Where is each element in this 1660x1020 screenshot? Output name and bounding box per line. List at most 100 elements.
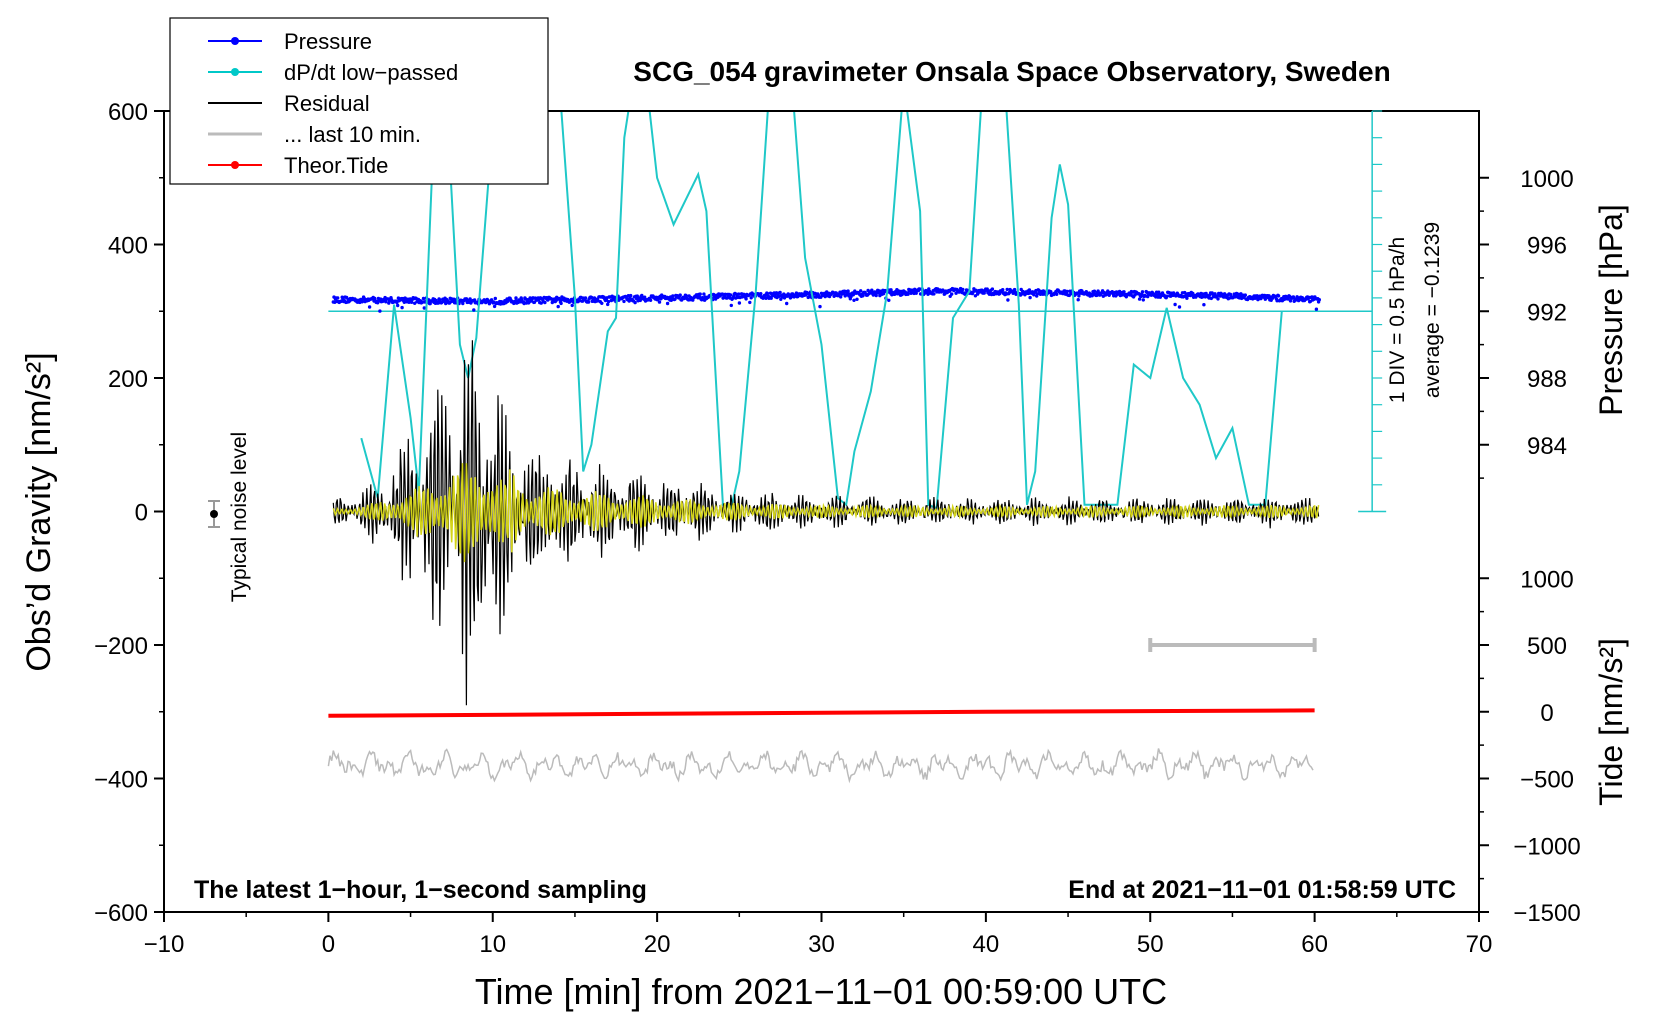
pressure-point	[1213, 292, 1217, 296]
pressure-point	[961, 287, 965, 292]
pressure-point	[606, 299, 611, 304]
pressure-point	[606, 302, 610, 307]
pressure-point	[1191, 291, 1195, 296]
x-axis: −10 0 10 20 30 40 50 60 70	[144, 912, 1493, 958]
dpdt-scale-ruler	[1358, 110, 1387, 513]
pressure-point	[720, 292, 725, 296]
series-dpdt-line	[360, 111, 1283, 510]
pressure-point	[360, 300, 364, 304]
pressure-point	[1263, 297, 1268, 301]
x-tick-label: 60	[1301, 931, 1328, 958]
pressure-point	[1032, 293, 1036, 297]
pressure-point	[906, 292, 910, 296]
pressure-point	[914, 291, 918, 295]
pressure-point	[785, 301, 789, 306]
pressure-point	[396, 303, 400, 308]
pressure-point	[684, 294, 688, 298]
x-tick-label: 20	[644, 931, 671, 958]
pressure-point	[748, 300, 752, 305]
x-tick-label: 70	[1466, 931, 1493, 958]
scale-label: 1 DIV = 0.5 hPa/h	[1386, 237, 1409, 403]
pressure-point	[600, 301, 604, 305]
pressure-point	[570, 303, 574, 308]
pressure-point	[729, 303, 733, 308]
pressure-point	[889, 288, 893, 292]
pressure-point	[964, 291, 968, 295]
pressure-point	[622, 299, 626, 304]
pressure-point	[765, 291, 770, 296]
pressure-point	[410, 300, 414, 304]
pressure-point	[1288, 299, 1293, 303]
series-noise-trace	[327, 748, 1314, 784]
x-tick-label: −10	[144, 931, 185, 958]
pressure-point	[657, 300, 662, 304]
pressure-point	[1095, 293, 1099, 298]
pressure-point	[870, 288, 874, 292]
pressure-point	[852, 298, 856, 302]
noise-level-label: Typical noise level	[228, 432, 251, 602]
pressure-point	[744, 297, 748, 301]
pressure-point	[846, 289, 850, 293]
y-tick-label: −400	[94, 767, 148, 794]
pressure-point	[421, 296, 426, 301]
pressure-point	[468, 297, 472, 301]
pressure-point	[1027, 288, 1032, 292]
pressure-tick-label: 988	[1527, 366, 1567, 393]
y-tick-label: 200	[108, 366, 148, 393]
legend-label: ... last 10 min.	[284, 122, 421, 147]
average-label: average = −0.1239	[1421, 222, 1444, 398]
pressure-point	[855, 297, 859, 301]
pressure-point	[1001, 288, 1005, 292]
pressure-tick-label: 1000	[1520, 166, 1573, 193]
pressure-point	[1075, 291, 1080, 295]
legend-marker	[231, 161, 239, 169]
data-layer	[327, 111, 1373, 784]
legend-label: dP/dt low−passed	[284, 60, 458, 85]
annotation-right: End at 2021−11−01 01:58:59 UTC	[1068, 876, 1456, 904]
pressure-point	[1028, 295, 1032, 300]
y-axis-left: 600 400 200 0 −200 −400 −600	[94, 99, 164, 927]
pressure-tick-label: 992	[1527, 299, 1567, 326]
pressure-point	[1317, 298, 1322, 302]
noise-level-marker	[208, 500, 220, 528]
pressure-point	[671, 294, 675, 298]
pressure-point	[633, 300, 637, 305]
legend: Pressure dP/dt low−passed Residual ... last…	[169, 17, 549, 185]
pressure-point	[1005, 287, 1009, 292]
x-tick-label: 50	[1137, 931, 1164, 958]
pressure-point	[887, 298, 891, 302]
chart-title: SCG_054 gravimeter Onsala Space Observat…	[633, 56, 1390, 87]
y-tick-label: 600	[108, 99, 148, 126]
pressure-point	[1006, 298, 1010, 302]
pressure-point	[874, 293, 878, 298]
pressure-point	[336, 296, 340, 300]
pressure-tick-label: 984	[1527, 433, 1567, 460]
pressure-point	[543, 300, 547, 305]
pressure-point	[778, 290, 782, 295]
pressure-point	[1177, 305, 1182, 309]
pressure-point	[1243, 293, 1248, 297]
pressure-point	[932, 292, 936, 296]
y-tick-label: 0	[135, 500, 148, 527]
pressure-point	[818, 304, 822, 309]
tide-tick-label: 0	[1540, 700, 1553, 727]
pressure-point	[1183, 290, 1187, 295]
legend-marker	[231, 37, 239, 45]
pressure-point	[861, 294, 865, 298]
pressure-point	[1137, 297, 1142, 301]
pressure-point	[749, 296, 753, 300]
pressure-point	[1296, 298, 1301, 303]
pressure-point	[759, 292, 763, 296]
pressure-point	[839, 295, 843, 299]
pressure-point	[586, 300, 591, 304]
pressure-point	[1077, 294, 1081, 298]
pressure-point	[493, 296, 497, 301]
pressure-point	[954, 291, 958, 295]
pressure-point	[990, 287, 995, 291]
tide-tick-label: 500	[1527, 633, 1567, 660]
y-tick-label: −200	[94, 633, 148, 660]
pressure-point	[472, 298, 477, 302]
tide-tick-label: −1000	[1513, 833, 1580, 860]
pressure-point	[367, 305, 372, 309]
